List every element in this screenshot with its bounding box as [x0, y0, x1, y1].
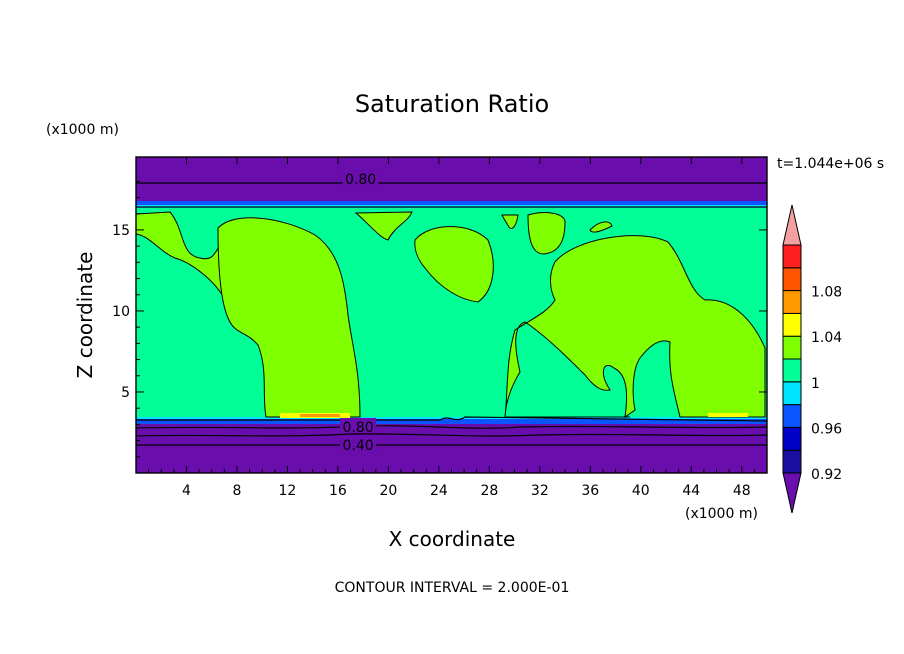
x-unit-label: (x1000 m)	[685, 506, 758, 522]
contour-label-bg	[340, 435, 377, 451]
colorbar-swatch	[782, 358, 802, 383]
y-tick-label: 5	[121, 385, 130, 401]
x-tick-label: 16	[329, 483, 347, 499]
x-tick-label: 20	[379, 483, 397, 499]
region-1.00-1.02	[136, 211, 766, 419]
colorbar-swatch	[782, 290, 802, 314]
x-tick-label: 24	[430, 483, 448, 499]
colorbar-max-cap	[782, 204, 802, 246]
contour-label-bg	[342, 170, 379, 186]
chart-title: Saturation Ratio	[355, 90, 549, 118]
contour-label: 0.40	[343, 438, 374, 454]
colorbar-swatch	[782, 449, 802, 474]
time-label: t=1.044e+06 s	[777, 156, 884, 172]
x-tick-label: 36	[581, 483, 599, 499]
colorbar-swatch	[782, 426, 802, 451]
contour-labels: 0.80 0.80 0.40	[340, 170, 379, 454]
x-tick-label: 48	[733, 483, 751, 499]
patch-yellow-2	[708, 413, 748, 417]
contour-lines	[136, 182, 767, 446]
plot-area: 0.80 0.80 0.40	[136, 157, 767, 473]
colorbar-swatch	[782, 244, 802, 269]
colorbar-tick-label: 0.92	[811, 467, 842, 483]
colorbar-tick-label: 1	[811, 376, 820, 392]
colorbar-tick-label: 1.08	[811, 285, 842, 301]
y-unit-label: (x1000 m)	[46, 122, 119, 138]
region-top-small-2	[501, 214, 519, 229]
y-tick-label: 10	[112, 304, 130, 320]
region-mid-blob	[414, 226, 494, 303]
contour-interval-footer: CONTOUR INTERVAL = 2.000E-01	[335, 580, 570, 596]
colorbar-swatch	[782, 404, 802, 428]
x-tick-label: 12	[279, 483, 297, 499]
region-top-small-3	[527, 212, 566, 255]
x-axis-title: X coordinate	[389, 527, 516, 551]
y-axis-title: Z coordinate	[73, 252, 97, 379]
x-tick-label: 8	[232, 483, 241, 499]
band-lower-blue	[136, 415, 767, 424]
region-top-small-1	[354, 211, 413, 241]
patch-orange-1	[300, 414, 340, 417]
colorbar-swatch	[782, 335, 802, 360]
contour-label: 0.80	[345, 172, 376, 188]
y-axis-ticks: 5 10 15	[112, 180, 767, 458]
contour-lower-0.80	[136, 425, 767, 429]
colorbar-min-cap	[782, 472, 802, 514]
contour-label: 0.80	[343, 420, 374, 436]
x-axis-ticks: 4 8 12 16 20 24 28 32 36 40 44 48	[148, 157, 755, 499]
colorbar: 0.92 0.96 1 1.04 1.08	[782, 204, 842, 514]
contour-lower-edge	[136, 416, 767, 422]
region-right-tall	[589, 221, 613, 233]
colorbar-tick-label: 0.96	[811, 421, 842, 437]
colorbar-tick-label: 1.04	[811, 330, 842, 346]
colorbar-swatch	[782, 381, 802, 406]
contour-lower-0.60	[136, 433, 767, 437]
region-right-complex	[504, 235, 766, 419]
x-tick-label: 4	[182, 483, 191, 499]
x-tick-label: 28	[480, 483, 498, 499]
colorbar-swatch	[782, 312, 802, 337]
region-big-left	[217, 217, 361, 418]
x-tick-label: 44	[682, 483, 700, 499]
contour-label-bg	[340, 418, 377, 434]
y-tick-label: 15	[112, 223, 130, 239]
x-tick-label: 40	[632, 483, 650, 499]
colorbar-swatch	[782, 267, 802, 292]
x-tick-label: 32	[531, 483, 549, 499]
